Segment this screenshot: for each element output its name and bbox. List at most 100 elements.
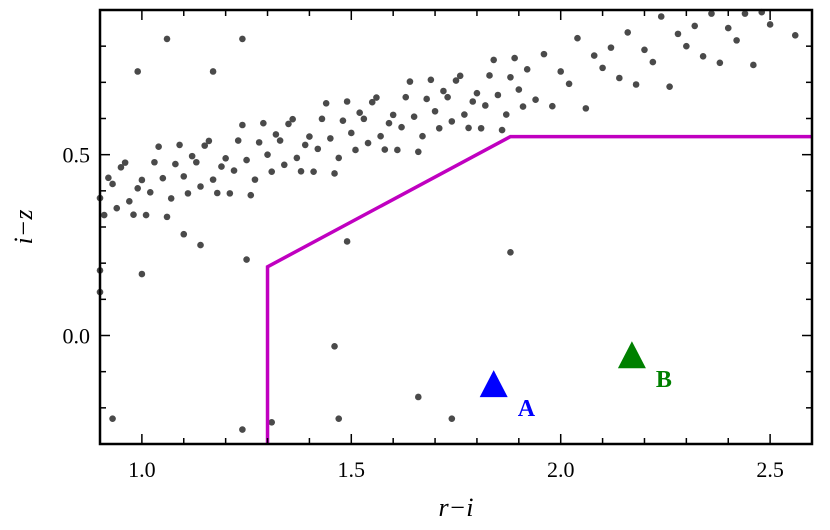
x-tick-label: 2.5 — [756, 457, 784, 482]
data-point — [310, 168, 317, 175]
data-point — [322, 100, 330, 107]
data-point — [193, 158, 200, 166]
data-point — [188, 152, 196, 160]
x-axis-label: r−i — [439, 493, 474, 522]
data-point — [180, 230, 188, 238]
data-point — [502, 111, 510, 118]
data-point — [142, 211, 150, 219]
data-point — [708, 10, 715, 17]
data-point — [469, 98, 477, 105]
data-point — [352, 146, 359, 154]
data-point — [398, 123, 405, 131]
data-point — [109, 415, 116, 422]
data-point — [482, 102, 489, 109]
data-point — [230, 167, 238, 174]
data-point — [385, 119, 393, 127]
data-point — [184, 190, 192, 197]
data-point — [590, 52, 598, 59]
x-tick-label: 1.5 — [338, 457, 366, 482]
axis-ticks: 1.0 1.5 2.0 2.5 0.0 0.5 — [63, 9, 813, 482]
data-point — [456, 72, 464, 80]
data-point — [599, 64, 606, 72]
data-point — [213, 189, 221, 197]
highlight-markers: AB — [479, 341, 672, 422]
data-point — [440, 87, 447, 95]
data-point — [289, 115, 296, 123]
data-point — [318, 115, 326, 123]
marker-label-a: A — [518, 396, 536, 422]
data-point — [515, 86, 523, 93]
data-point — [540, 50, 548, 58]
data-point — [205, 137, 213, 145]
data-point — [172, 160, 179, 168]
data-point — [750, 61, 757, 69]
data-point — [130, 211, 137, 219]
data-point — [343, 98, 351, 105]
data-point — [126, 198, 133, 205]
data-point — [335, 154, 343, 162]
data-point — [410, 113, 418, 120]
selection-boundary-line — [265, 134, 812, 444]
data-point — [260, 119, 267, 127]
data-point — [507, 73, 514, 81]
data-point — [461, 111, 468, 118]
data-point — [402, 93, 410, 101]
x-tick-label: 1.0 — [128, 457, 156, 482]
data-point — [377, 132, 384, 140]
data-point — [146, 188, 154, 196]
data-point — [415, 393, 422, 401]
data-point — [649, 58, 657, 66]
data-point — [180, 173, 188, 180]
data-point — [632, 81, 640, 88]
data-point — [100, 211, 108, 219]
data-point — [167, 195, 175, 202]
data-point — [343, 238, 351, 245]
data-point — [360, 115, 368, 123]
y-tick-label: 0.5 — [63, 143, 91, 168]
data-point — [234, 137, 242, 144]
data-point — [549, 102, 556, 110]
plot-frame — [98, 8, 814, 446]
data-point — [532, 96, 539, 103]
data-point — [268, 168, 276, 175]
data-point — [465, 124, 472, 132]
data-point — [239, 121, 246, 129]
data-point — [134, 185, 141, 192]
data-point — [138, 270, 146, 278]
data-point — [293, 154, 301, 162]
data-point — [255, 139, 263, 146]
data-point — [239, 35, 246, 43]
data-point — [209, 176, 217, 183]
data-point — [276, 137, 284, 144]
data-point — [264, 151, 271, 158]
data-point — [209, 68, 217, 75]
data-point — [327, 135, 334, 142]
data-point — [335, 415, 343, 422]
data-point — [435, 124, 443, 132]
data-point — [331, 170, 338, 177]
data-point — [494, 91, 502, 99]
data-point — [347, 129, 355, 137]
data-point — [159, 174, 167, 182]
data-point — [666, 83, 673, 90]
data-point — [431, 107, 439, 115]
data-point — [151, 158, 158, 166]
data-point — [176, 141, 183, 149]
data-point — [519, 103, 527, 110]
data-point — [306, 133, 313, 140]
data-point — [314, 145, 322, 153]
data-point — [268, 419, 276, 426]
data-point — [507, 249, 514, 256]
data-point — [163, 213, 171, 221]
data-point — [448, 118, 456, 125]
data-point — [557, 68, 565, 75]
data-point — [163, 35, 171, 43]
data-point — [331, 343, 338, 350]
data-point — [113, 204, 121, 212]
data-point — [121, 159, 129, 166]
data-point — [574, 34, 581, 42]
data-point — [657, 13, 665, 20]
data-point — [339, 117, 347, 124]
data-point — [197, 241, 204, 249]
